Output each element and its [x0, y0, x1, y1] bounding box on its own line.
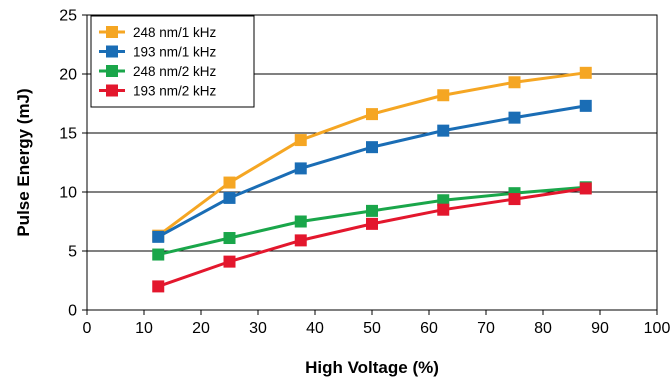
data-point: [223, 191, 236, 204]
data-point: [437, 89, 450, 102]
x-tick-label: 10: [135, 320, 153, 337]
y-tick-label: 20: [59, 67, 77, 84]
data-point: [508, 111, 521, 124]
series-3: [152, 182, 592, 293]
x-tick-label: 100: [644, 320, 671, 337]
data-point: [294, 215, 307, 228]
axes: 0 5 10 15 20 25 0 10 20 30 40 50 60 70 80 90 100: [59, 8, 670, 338]
data-point: [223, 232, 236, 245]
data-point: [579, 182, 592, 195]
y-tick-label: 15: [59, 126, 77, 143]
data-point: [508, 76, 521, 89]
data-point: [294, 162, 307, 175]
y-tick-label: 10: [59, 185, 77, 202]
data-point: [508, 193, 521, 206]
y-tick-label: 25: [59, 8, 77, 25]
data-point: [366, 141, 378, 154]
data-point: [152, 248, 165, 261]
x-tick-label: 80: [534, 320, 552, 337]
legend-label: 248 nm/2 kHz: [133, 64, 217, 79]
series-1: [152, 99, 592, 243]
x-tick-label: 70: [477, 320, 495, 337]
data-point: [294, 234, 307, 247]
x-tick-label: 0: [83, 320, 92, 337]
legend-item: 193 nm/2 kHz: [99, 84, 217, 99]
legend-item: 248 nm/1 kHz: [99, 25, 217, 40]
legend-label: 248 nm/1 kHz: [133, 25, 217, 40]
legend-swatch-marker: [106, 84, 118, 97]
data-point: [437, 194, 450, 207]
data-point: [366, 204, 378, 217]
data-point: [152, 280, 165, 293]
data-point: [223, 255, 236, 268]
data-point: [579, 66, 592, 79]
series-layer: [152, 66, 592, 293]
legend-item: 248 nm/2 kHz: [99, 64, 217, 79]
series-line: [157, 104, 586, 239]
data-point: [437, 124, 450, 137]
x-tick-label: 50: [363, 320, 381, 337]
y-tick-label: 0: [68, 303, 77, 320]
y-tick-label: 5: [68, 244, 77, 261]
legend-item: 193 nm/1 kHz: [99, 45, 217, 60]
x-tick-label: 20: [192, 320, 210, 337]
legend-swatch-marker: [106, 65, 118, 77]
data-point: [366, 108, 378, 121]
legend-label: 193 nm/2 kHz: [133, 84, 217, 99]
x-tick-label: 90: [591, 320, 609, 337]
data-point: [223, 176, 236, 189]
data-point: [579, 99, 592, 112]
y-axis-title: Pulse Energy (mJ): [14, 88, 33, 236]
legend-swatch-marker: [106, 45, 118, 58]
data-point: [152, 230, 165, 243]
legend-label: 193 nm/1 kHz: [133, 45, 217, 60]
x-tick-label: 40: [306, 320, 324, 337]
data-point: [437, 203, 450, 216]
x-tick-label: 60: [420, 320, 438, 337]
x-tick-label: 30: [249, 320, 267, 337]
legend-swatch-marker: [106, 26, 118, 38]
x-axis-title: High Voltage (%): [305, 358, 439, 377]
data-point: [294, 134, 307, 147]
legend: 248 nm/1 kHz 193 nm/1 kHz 248 nm/2 kHz 193 …: [90, 15, 255, 108]
data-point: [366, 217, 378, 230]
